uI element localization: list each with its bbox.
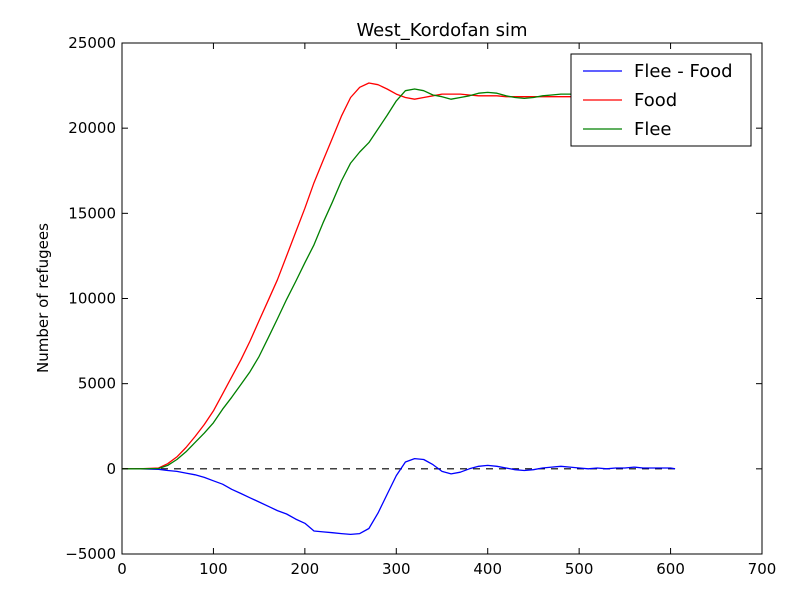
- series-line-flee-food: [122, 457, 676, 536]
- x-tick-label: 400: [473, 560, 502, 578]
- x-tick-label: 500: [565, 560, 594, 578]
- y-tick-label: −5000: [65, 545, 116, 563]
- y-tick-label: 10000: [68, 290, 116, 308]
- y-axis-label: Number of refugees: [34, 223, 52, 373]
- x-tick-label: 100: [199, 560, 228, 578]
- axis-ticks: 0 100 200 300 400 500 600 700−50000500010000150…: [65, 34, 776, 578]
- y-tick-label: 0: [106, 460, 116, 478]
- x-tick-label: 0: [117, 560, 127, 578]
- y-tick-label: 5000: [78, 375, 116, 393]
- x-tick-label: 300: [382, 560, 411, 578]
- legend-label: Flee - Food: [634, 61, 733, 82]
- legend-label: Food: [634, 90, 677, 111]
- legend: Flee - Food Food Flee: [570, 53, 752, 147]
- y-tick-label: 25000: [68, 34, 116, 52]
- chart-title: West_Kordofan sim: [356, 20, 527, 41]
- y-tick-label: 20000: [68, 119, 116, 137]
- x-tick-label: 700: [748, 560, 777, 578]
- x-tick-label: 200: [291, 560, 320, 578]
- legend-label: Flee: [634, 119, 672, 140]
- y-tick-label: 15000: [68, 204, 116, 222]
- x-tick-label: 600: [656, 560, 685, 578]
